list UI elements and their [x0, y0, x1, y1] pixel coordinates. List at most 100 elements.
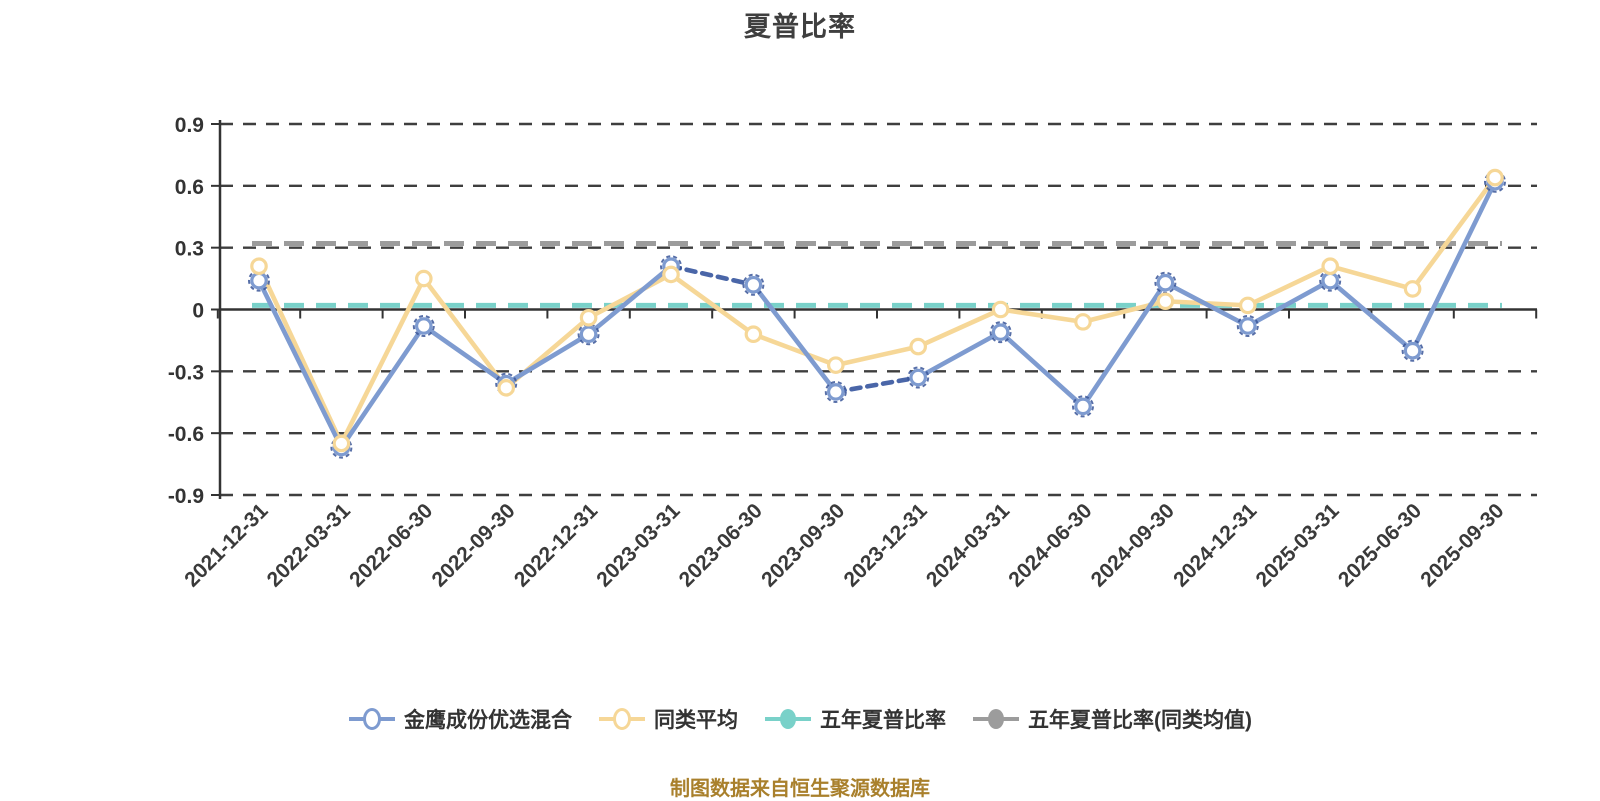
data-point-marker[interactable]: [1321, 271, 1339, 290]
data-point-marker[interactable]: [414, 317, 433, 335]
x-axis-label: 2022-03-31: [263, 499, 355, 591]
legend-marker-line-icon: [973, 709, 1019, 729]
data-point-marker[interactable]: [1239, 296, 1257, 315]
series-segment: [1080, 280, 1168, 409]
data-point-marker[interactable]: [909, 337, 927, 356]
series-segment: [421, 276, 509, 391]
series-segment: [1163, 280, 1251, 329]
legend-marker-line-icon: [599, 708, 645, 730]
y-axis-label: 0.9: [175, 114, 204, 137]
data-point-marker[interactable]: [1074, 397, 1092, 416]
x-axis-label: 2021-12-31: [180, 499, 272, 591]
x-axis-label: 2022-06-30: [345, 499, 437, 591]
series-segment: [915, 329, 1003, 380]
data-point-ring: [248, 269, 270, 292]
data-point-ring: [824, 380, 847, 403]
legend-item-five-year-sharpe[interactable]: 五年夏普比率: [764, 704, 946, 734]
data-point-ring: [1484, 170, 1506, 193]
data-point-marker[interactable]: [744, 325, 763, 344]
data-point-marker[interactable]: [1321, 257, 1339, 276]
x-axis-label: 2023-06-30: [675, 499, 767, 591]
data-point-ring: [742, 273, 765, 296]
series-segment: [998, 329, 1086, 409]
series-segment: [668, 263, 756, 288]
series-segment: [1410, 179, 1498, 354]
legend-item-category-average[interactable]: 同类平均: [598, 704, 738, 734]
series-segment: [1327, 278, 1415, 354]
series-segment: [256, 263, 344, 446]
series-segment: [339, 323, 427, 450]
data-point-ring: [1236, 314, 1259, 337]
x-axis-label: 2024-06-30: [1004, 499, 1096, 591]
data-point-marker[interactable]: [1403, 280, 1422, 298]
series-segment: [751, 282, 839, 395]
legend-label-category-average: 同类平均: [654, 709, 738, 732]
data-point-ring: [907, 366, 930, 389]
x-axis-label: 2023-12-31: [840, 499, 932, 591]
legend-marker-line-icon: [349, 708, 395, 730]
data-point-marker[interactable]: [826, 356, 845, 374]
data-point-marker[interactable]: [332, 434, 351, 453]
x-axis-label: 2024-03-31: [922, 499, 1014, 591]
data-point-marker[interactable]: [744, 275, 763, 294]
data-point-marker[interactable]: [826, 383, 845, 401]
data-point-marker[interactable]: [909, 368, 927, 387]
data-point-marker[interactable]: [1074, 313, 1092, 331]
data-point-marker[interactable]: [250, 271, 268, 290]
data-point-marker[interactable]: [1403, 341, 1422, 360]
y-axis-label: -0.6: [168, 423, 204, 446]
x-axis-label: 2023-09-30: [757, 499, 849, 591]
series-segment: [503, 331, 591, 386]
series-segment: [833, 375, 921, 395]
data-point-marker[interactable]: [1156, 273, 1175, 292]
data-point-ring: [577, 323, 600, 346]
legend-item-five-year-sharpe-category-mean[interactable]: 五年夏普比率(同类均值): [972, 704, 1252, 734]
data-point-marker[interactable]: [662, 265, 680, 284]
data-point-ring: [1072, 395, 1094, 418]
legend-marker-line-icon: [765, 709, 811, 729]
data-point-marker[interactable]: [1239, 317, 1257, 335]
y-axis-label: 0.6: [175, 176, 204, 199]
chart-legend: 金鹰成份优选混合 同类平均 五年夏普比率 五年夏普比率(同类均值): [0, 704, 1600, 734]
series-segment: [668, 272, 756, 337]
y-axis-label: 0.3: [175, 238, 204, 261]
series-segment: [998, 307, 1086, 325]
x-axis-label: 2024-09-30: [1087, 499, 1179, 591]
legend-label-five-year-sharpe: 五年夏普比率: [820, 709, 946, 732]
data-point-marker[interactable]: [1156, 292, 1175, 311]
legend-label-fund: 金鹰成份优选混合: [404, 709, 572, 732]
data-point-marker[interactable]: [991, 323, 1010, 341]
data-point-marker[interactable]: [579, 325, 598, 344]
y-axis-label: 0: [192, 300, 204, 323]
data-point-marker[interactable]: [1486, 168, 1504, 187]
series-segment: [586, 272, 674, 321]
x-axis-label: 2025-03-31: [1252, 499, 1344, 591]
data-point-ring: [330, 436, 353, 459]
data-point-ring: [412, 314, 435, 337]
data-point-ring: [1319, 269, 1342, 292]
x-axis-label: 2025-06-30: [1334, 499, 1426, 591]
series-segment: [751, 331, 839, 368]
data-point-ring: [989, 321, 1012, 344]
chart-title: 夏普比率: [744, 12, 856, 42]
data-point-marker[interactable]: [414, 269, 433, 288]
data-point-marker[interactable]: [497, 379, 515, 397]
series-segment: [1327, 263, 1415, 292]
x-axis-label: 2022-09-30: [428, 499, 520, 591]
series-segment: [339, 276, 427, 446]
x-axis-label: 2024-12-31: [1169, 499, 1261, 591]
series-segment: [1245, 278, 1333, 329]
series-segment: [1410, 175, 1498, 292]
y-axis-label: -0.3: [168, 361, 204, 384]
series-segment: [586, 263, 674, 337]
series-segment: [1245, 263, 1333, 308]
data-point-marker[interactable]: [579, 308, 598, 327]
sharpe-ratio-line-chart: 0.9 0.6 0.3 0 -0.3 -0.6 -0.92021-12-312022-03-…: [168, 114, 1538, 591]
data-source-note: 制图数据来自恒生聚源数据库: [670, 778, 930, 800]
data-point-marker[interactable]: [250, 257, 268, 276]
x-axis-label: 2022-12-31: [510, 499, 602, 591]
data-point-marker[interactable]: [991, 300, 1010, 319]
legend-item-fund[interactable]: 金鹰成份优选混合: [348, 704, 572, 734]
legend-label-five-year-sharpe-category-mean: 五年夏普比率(同类均值): [1028, 709, 1252, 732]
